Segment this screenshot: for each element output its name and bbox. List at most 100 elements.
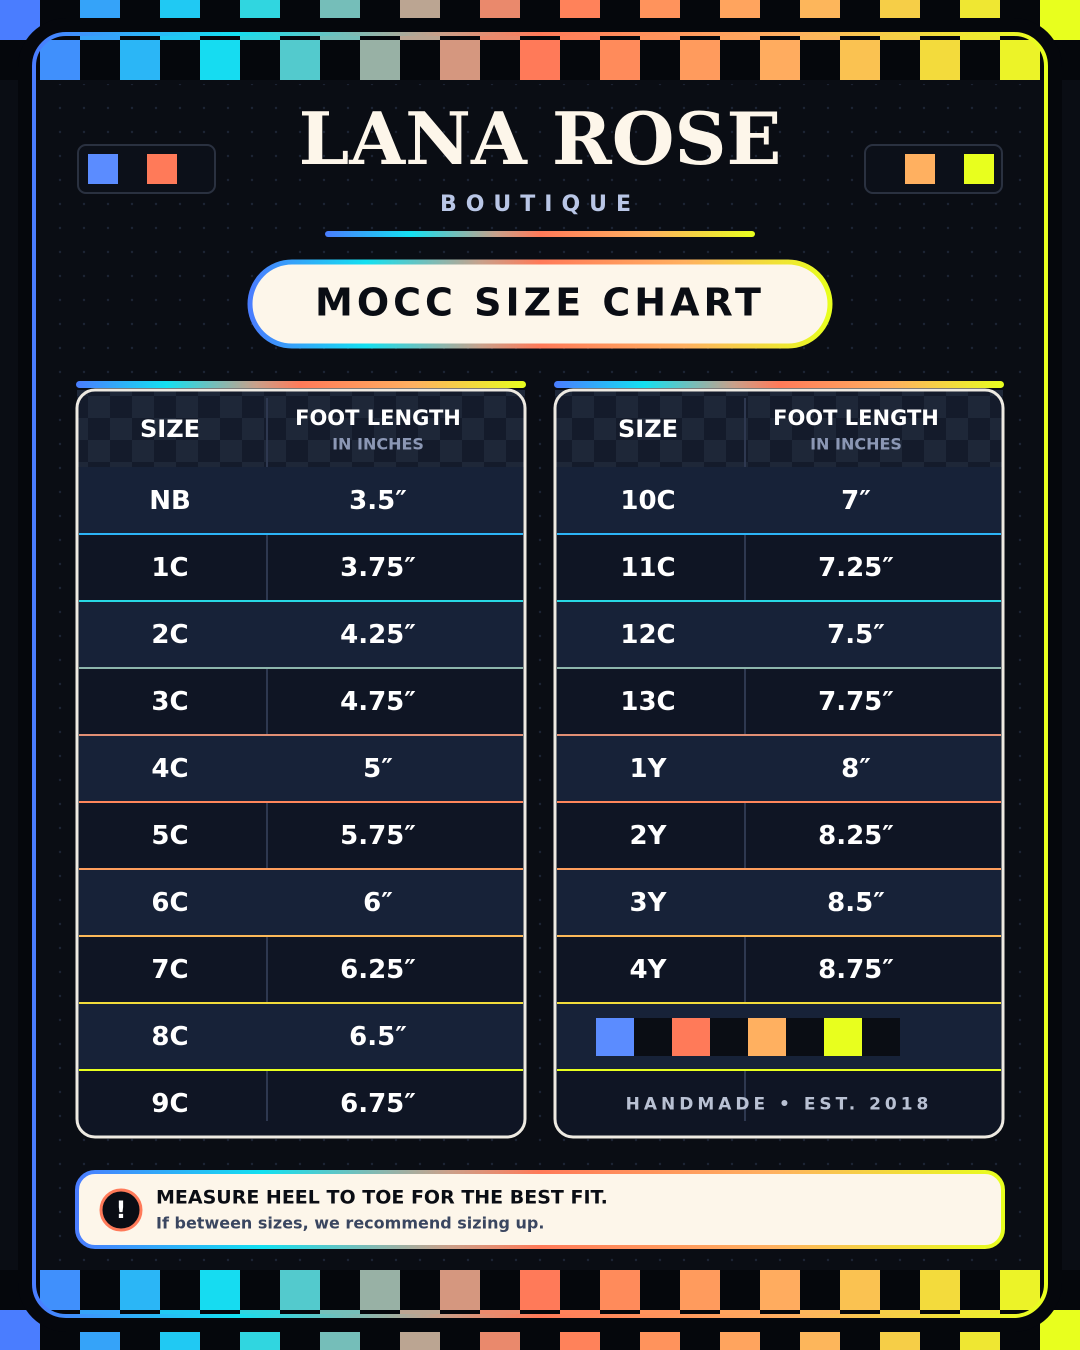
checker-square [480, 40, 520, 80]
checker-square [360, 1270, 400, 1310]
swatch [147, 154, 177, 184]
size-cell: 1Y [630, 754, 668, 784]
checker-square [800, 40, 840, 80]
notice-icon-text: ! [116, 1196, 127, 1224]
checker-square [720, 1270, 760, 1310]
length-cell: 6.75″ [340, 1089, 416, 1119]
size-cell: 3Y [630, 888, 668, 918]
notice-icon [99, 1188, 143, 1232]
checker-square [40, 1270, 80, 1310]
checker-square [880, 40, 920, 80]
length-cell: 3.5″ [349, 486, 407, 516]
length-cell: 7″ [841, 486, 871, 516]
checker-square [280, 1270, 320, 1310]
banner-text: MOCC SIZE CHART [315, 281, 765, 325]
checker-square [80, 40, 120, 80]
row-bg [79, 869, 523, 936]
checker-square [160, 40, 200, 80]
checker-square [640, 40, 680, 80]
length-cell: 7.5″ [827, 620, 885, 650]
size-cell: 5C [151, 821, 188, 851]
size-table: SIZE FOOT LENGTH IN INCHES 10C 7″ 11C 7.25″ 12C… [553, 381, 1005, 1139]
checker-square [440, 1270, 480, 1310]
checker-square [440, 40, 480, 80]
size-cell: 12C [620, 620, 675, 650]
row-bg [79, 1003, 523, 1070]
size-cell: 10C [620, 486, 675, 516]
checker-square [200, 40, 240, 80]
checker-square [160, 1270, 200, 1310]
size-cell: 2Y [630, 821, 668, 851]
checker-square [120, 40, 160, 80]
checker-square [560, 1270, 600, 1310]
swatch [634, 1018, 672, 1056]
checker-square [360, 40, 400, 80]
size-cell: 4Y [630, 955, 668, 985]
size-cell: 13C [620, 687, 675, 717]
tables: SIZE FOOT LENGTH IN INCHES NB 3.5″ 1C 3.75″ 2C 4… [75, 381, 1005, 1139]
row-bg [79, 601, 523, 668]
row-bg [557, 601, 1001, 668]
checker-square [880, 1270, 920, 1310]
checker-square [40, 40, 80, 80]
column-header: FOOT LENGTH [773, 406, 939, 430]
checker-square [520, 40, 560, 80]
row-bg [79, 467, 523, 534]
column-header: SIZE [140, 415, 200, 443]
swatch [710, 1018, 748, 1056]
size-cell: 1C [151, 553, 188, 583]
checker-square [320, 1270, 360, 1310]
row-bg [557, 869, 1001, 936]
row-bg [557, 735, 1001, 802]
length-cell: 5″ [363, 754, 393, 784]
size-cell: 11C [620, 553, 675, 583]
checker-square [1000, 40, 1040, 80]
size-cell: 9C [151, 1089, 188, 1119]
table-outline [553, 388, 1005, 1139]
column-header: FOOT LENGTH [295, 406, 461, 430]
notice-text: If between sizes, we recommend sizing up… [156, 1214, 544, 1233]
length-cell: 4.25″ [340, 620, 416, 650]
column-unit: IN INCHES [810, 435, 902, 454]
length-cell: 8.75″ [818, 955, 894, 985]
column-header: SIZE [618, 415, 678, 443]
table-accent [76, 381, 526, 388]
checker-square [680, 1270, 720, 1310]
length-cell: 8.25″ [818, 821, 894, 851]
swatch [862, 1018, 900, 1056]
swatch [596, 1018, 634, 1056]
swatch [905, 154, 935, 184]
tagline: HANDMADE • EST. 2018 [626, 1095, 933, 1115]
row-bg [557, 467, 1001, 534]
checker-square [480, 1270, 520, 1310]
frame [18, 18, 1062, 1332]
checker-square [240, 1270, 280, 1310]
table-header [77, 390, 525, 467]
checker-square [80, 1270, 120, 1310]
table-outline [75, 388, 527, 1139]
checker-square [1000, 1270, 1040, 1310]
size-cell: NB [149, 486, 191, 516]
brand-subtitle: BOUTIQUE [440, 192, 640, 217]
checker-square [240, 40, 280, 80]
size-cell: 2C [151, 620, 188, 650]
size-cell: 7C [151, 955, 188, 985]
length-cell: 7.25″ [818, 553, 894, 583]
length-cell: 6.5″ [349, 1022, 407, 1052]
checker-square [120, 1270, 160, 1310]
size-cell: 8C [151, 1022, 188, 1052]
checker-square [200, 1270, 240, 1310]
swatch [786, 1018, 824, 1056]
checker-square [720, 40, 760, 80]
checker-square [800, 1270, 840, 1310]
checker-square [320, 40, 360, 80]
size-table: SIZE FOOT LENGTH IN INCHES NB 3.5″ 1C 3.75″ 2C 4… [75, 381, 527, 1139]
length-cell: 7.75″ [818, 687, 894, 717]
checker-square [280, 40, 320, 80]
table-header [555, 390, 1003, 467]
checker-square [400, 1270, 440, 1310]
swatch [964, 154, 994, 184]
length-cell: 8.5″ [827, 888, 885, 918]
length-cell: 5.75″ [340, 821, 416, 851]
table-accent [554, 381, 1004, 388]
